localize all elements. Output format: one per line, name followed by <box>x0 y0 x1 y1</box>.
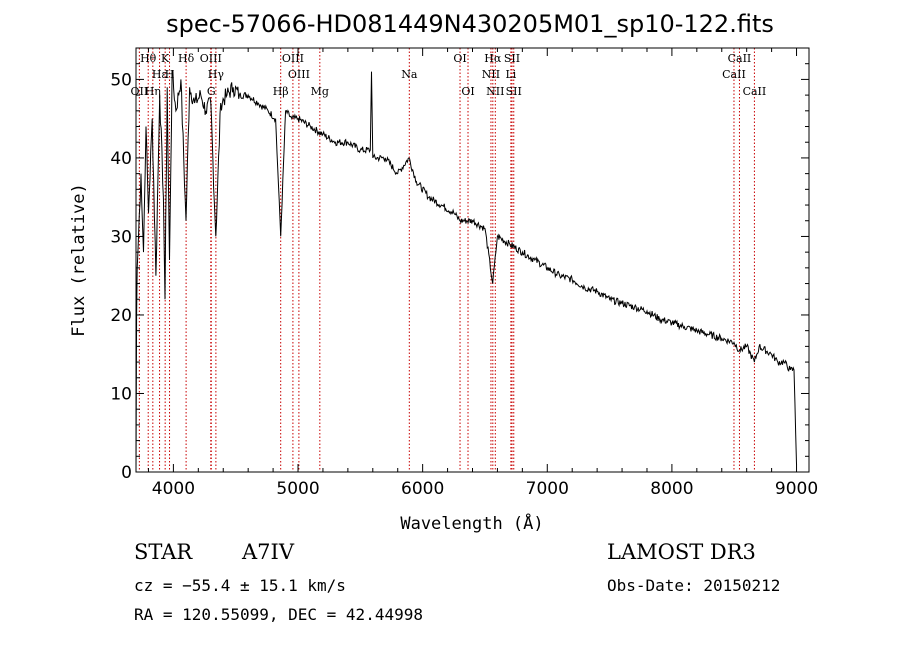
line-label: OIII <box>200 52 222 65</box>
chart-title: spec-57066-HD081449N430205M01_sp10-122.f… <box>166 10 774 38</box>
line-label: SII <box>506 85 522 98</box>
y-tick-label: 10 <box>110 384 132 404</box>
line-label: OIII <box>282 52 304 65</box>
y-tick-label: 20 <box>110 306 132 326</box>
line-label: OI <box>461 85 474 98</box>
line-label: Na <box>401 68 418 81</box>
line-label: NII <box>482 68 500 81</box>
x-axis-label: Wavelength (Å) <box>400 512 543 534</box>
plot-frame <box>135 47 810 473</box>
observation-date: Obs-Date: 20150212 <box>607 576 781 595</box>
y-axis: 0 10 20 30 40 50 <box>110 47 809 483</box>
line-label: CaII <box>722 68 746 81</box>
line-label: H <box>165 68 175 81</box>
line-label: CaII <box>728 52 752 65</box>
x-axis: 4000 5000 6000 7000 8000 9000 <box>147 48 818 499</box>
y-tick-label: 30 <box>110 227 132 247</box>
y-tick-label: 40 <box>110 149 132 169</box>
x-tick-label: 6000 <box>401 479 444 499</box>
y-tick-label: 0 <box>121 463 132 483</box>
line-label: Hδ <box>178 52 195 65</box>
line-label: Mg <box>311 85 329 98</box>
line-label: Li <box>505 68 516 81</box>
x-tick-label: 9000 <box>775 479 818 499</box>
line-label: Hε <box>152 68 168 81</box>
line-label: OI <box>453 52 466 65</box>
x-tick-label: 8000 <box>650 479 693 499</box>
object-class: STAR <box>134 540 193 564</box>
line-label: Hθ <box>140 52 157 65</box>
line-label: NII <box>486 85 504 98</box>
y-axis-label: Flux (relative) <box>69 183 89 337</box>
line-markers <box>138 48 755 472</box>
line-label: Hα <box>484 52 502 65</box>
x-tick-label: 4000 <box>152 479 195 499</box>
x-tick-label: 5000 <box>276 479 319 499</box>
x-tick-label: 7000 <box>526 479 569 499</box>
line-label: Hγ <box>208 68 225 81</box>
line-label: SII <box>504 52 520 65</box>
survey-name: LAMOST DR3 <box>607 540 756 564</box>
redshift-velocity: cz = −55.4 ± 15.1 km/s <box>134 576 346 595</box>
coordinates: RA = 120.55099, DEC = 42.44998 <box>134 605 423 624</box>
line-label: K <box>161 52 170 65</box>
line-label: G <box>207 85 216 98</box>
line-label: OIII <box>288 68 310 81</box>
spectrum-series <box>135 70 797 473</box>
y-tick-label: 50 <box>110 70 132 90</box>
line-label: CaII <box>743 85 767 98</box>
line-label: Hη <box>145 85 161 98</box>
line-label: Hβ <box>273 85 289 98</box>
line-label: OII <box>131 85 149 98</box>
spectral-subclass: A7IV <box>242 540 294 564</box>
